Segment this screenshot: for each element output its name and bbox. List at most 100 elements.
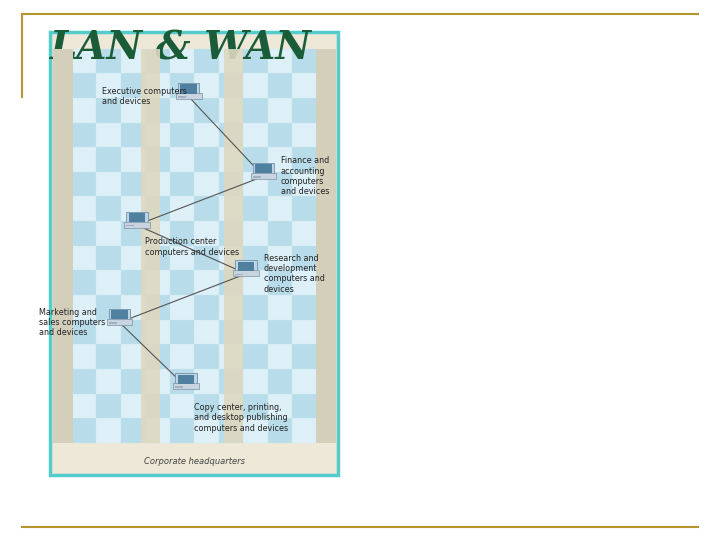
Bar: [121, 246, 145, 271]
Bar: [72, 394, 96, 418]
Bar: [243, 369, 268, 394]
Bar: [121, 345, 145, 369]
Bar: [268, 394, 292, 418]
Bar: [170, 147, 194, 172]
Bar: [72, 49, 96, 73]
Bar: [96, 345, 121, 369]
Bar: [268, 246, 292, 271]
Bar: [243, 320, 268, 345]
Bar: [243, 73, 268, 98]
Bar: [219, 345, 243, 369]
Bar: [268, 320, 292, 345]
Bar: [219, 172, 243, 197]
Bar: [170, 98, 194, 123]
Bar: [96, 49, 121, 73]
Bar: [145, 123, 170, 147]
Bar: [233, 271, 259, 276]
Bar: [292, 172, 317, 197]
Bar: [124, 222, 150, 228]
Bar: [72, 221, 96, 246]
Text: Corporate headquarters: Corporate headquarters: [144, 457, 245, 466]
Bar: [145, 172, 170, 197]
Bar: [121, 123, 145, 147]
Bar: [219, 147, 243, 172]
Bar: [243, 197, 268, 221]
Text: Production center
computers and devices: Production center computers and devices: [145, 238, 240, 257]
Bar: [109, 322, 117, 324]
Bar: [268, 123, 292, 147]
Bar: [268, 271, 292, 295]
Bar: [219, 246, 243, 271]
Bar: [184, 385, 187, 386]
Bar: [268, 147, 292, 172]
Bar: [145, 221, 170, 246]
Bar: [194, 345, 219, 369]
Bar: [219, 320, 243, 345]
Bar: [268, 221, 292, 246]
Bar: [121, 172, 145, 197]
Bar: [292, 123, 317, 147]
Bar: [292, 246, 317, 271]
Bar: [176, 93, 202, 99]
Bar: [72, 295, 96, 320]
Text: LAN & WAN: LAN & WAN: [50, 30, 312, 68]
Bar: [145, 147, 170, 172]
Bar: [219, 221, 243, 246]
Bar: [145, 73, 170, 98]
Bar: [129, 213, 145, 222]
Bar: [194, 271, 219, 295]
Bar: [194, 295, 219, 320]
Bar: [219, 73, 243, 98]
Bar: [145, 295, 170, 320]
Bar: [121, 369, 145, 394]
Text: Executive computers
and devices: Executive computers and devices: [102, 87, 187, 106]
Bar: [170, 418, 194, 443]
Bar: [72, 246, 96, 271]
Bar: [175, 387, 183, 388]
Bar: [178, 375, 194, 383]
Bar: [292, 98, 317, 123]
Bar: [194, 221, 219, 246]
Bar: [145, 418, 170, 443]
Bar: [219, 271, 243, 295]
Bar: [175, 373, 197, 385]
Bar: [292, 320, 317, 345]
Bar: [243, 295, 268, 320]
Bar: [243, 345, 268, 369]
Bar: [268, 98, 292, 123]
Bar: [219, 394, 243, 418]
Bar: [145, 197, 170, 221]
Bar: [121, 73, 145, 98]
Bar: [219, 418, 243, 443]
Bar: [121, 418, 145, 443]
Bar: [72, 271, 96, 295]
Bar: [109, 309, 130, 321]
Bar: [96, 123, 121, 147]
Bar: [292, 345, 317, 369]
Bar: [96, 197, 121, 221]
Bar: [219, 49, 243, 73]
Bar: [121, 98, 145, 123]
Bar: [238, 261, 254, 271]
Bar: [194, 49, 219, 73]
Bar: [194, 369, 219, 394]
Bar: [170, 369, 194, 394]
Bar: [268, 172, 292, 197]
Bar: [121, 394, 145, 418]
Bar: [121, 221, 145, 246]
Bar: [187, 95, 190, 96]
Bar: [292, 418, 317, 443]
Bar: [96, 73, 121, 98]
Bar: [96, 271, 121, 295]
Bar: [170, 73, 194, 98]
Bar: [96, 418, 121, 443]
Bar: [243, 394, 268, 418]
Bar: [107, 319, 132, 325]
Bar: [96, 147, 121, 172]
Bar: [292, 369, 317, 394]
Bar: [145, 369, 170, 394]
Bar: [292, 197, 317, 221]
Bar: [170, 49, 194, 73]
Bar: [316, 49, 336, 443]
Bar: [145, 345, 170, 369]
